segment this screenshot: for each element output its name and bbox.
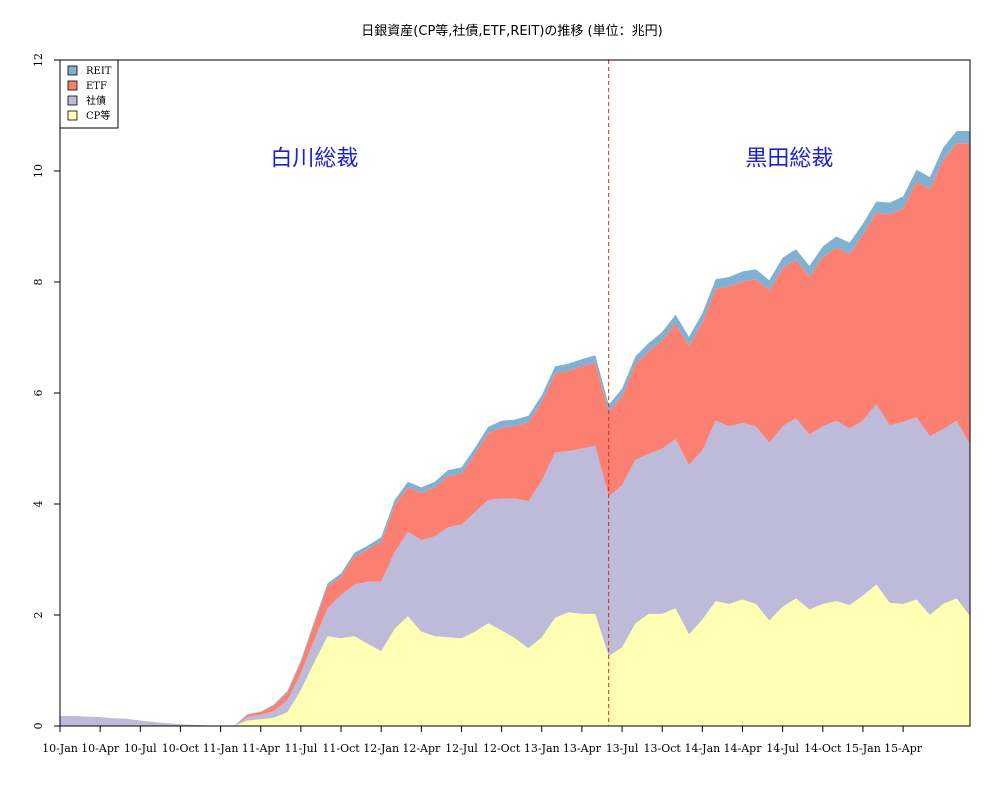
area-series-1 [60, 404, 970, 726]
legend-label: 社債 [86, 94, 106, 107]
x-tick-label: 14-Jan [684, 742, 720, 755]
legend-label: CP等 [86, 109, 110, 122]
legend-swatch [67, 80, 78, 91]
x-tick-label: 13-Oct [644, 742, 682, 755]
area-series-3 [60, 131, 970, 726]
y-tick-label: 10 [32, 164, 45, 178]
x-tick-label: 10-Jan [42, 742, 78, 755]
y-tick-label: 8 [32, 279, 45, 286]
x-tick-label: 11-Jul [285, 742, 318, 755]
legend-swatch [67, 110, 78, 121]
x-tick-label: 14-Apr [724, 742, 763, 755]
y-tick-label: 0 [32, 723, 45, 730]
x-tick-label: 11-Jan [203, 742, 239, 755]
y-tick-label: 6 [32, 390, 45, 397]
legend-swatch [67, 65, 78, 76]
y-tick-label: 4 [32, 501, 45, 508]
annotation-shirakawa: 白川総裁 [270, 146, 358, 171]
x-axis: 10-Jan 10-Apr 10-Jul 10-Oct 11-Jan 11-Apr 11-J… [42, 726, 923, 755]
x-tick-label: 15-Jan [845, 742, 881, 755]
legend-label: REIT [86, 66, 112, 77]
area-layer [60, 131, 970, 727]
y-axis: 0 2 4 6 8 10 12 [32, 53, 60, 730]
y-tick-label: 2 [32, 612, 45, 619]
legend-swatch [67, 95, 78, 106]
x-tick-label: 12-Oct [483, 742, 521, 755]
area-series-0 [60, 584, 970, 726]
x-tick-label: 13-Jan [524, 742, 560, 755]
x-tick-label: 12-Jul [445, 742, 478, 755]
x-tick-label: 10-Oct [162, 742, 200, 755]
x-tick-label: 13-Jul [606, 742, 639, 755]
y-tick-label: 12 [32, 53, 45, 67]
x-tick-label: 12-Jan [363, 742, 399, 755]
x-tick-label: 11-Apr [242, 742, 281, 755]
x-tick-label: 12-Apr [402, 742, 441, 755]
x-tick-label: 13-Apr [563, 742, 602, 755]
x-tick-label: 15-Apr [884, 742, 923, 755]
x-tick-label: 14-Oct [804, 742, 842, 755]
annotation-kuroda: 黒田総裁 [745, 146, 833, 171]
x-tick-label: 14-Jul [766, 742, 799, 755]
x-tick-label: 10-Jul [124, 742, 157, 755]
x-tick-label: 11-Oct [322, 742, 360, 755]
area-series-2 [60, 143, 970, 727]
legend: REIT ETF 社債 CP等 [59, 59, 119, 129]
chart-title: 日銀資産(CP等,社債,ETF,REIT)の推移 (単位：兆円) [361, 23, 662, 39]
legend-label: ETF [86, 81, 107, 92]
x-tick-label: 10-Apr [81, 742, 120, 755]
